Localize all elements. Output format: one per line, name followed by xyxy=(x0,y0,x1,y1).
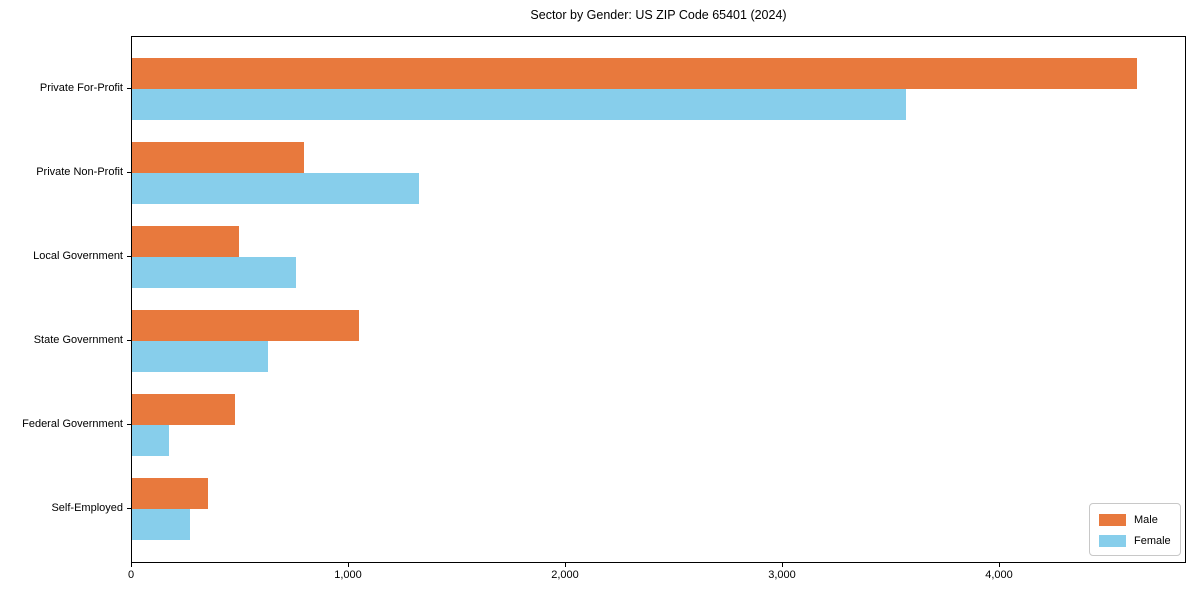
x-tick-label: 3,000 xyxy=(768,569,796,581)
bar-male-state-government xyxy=(132,310,359,341)
y-tick-mark xyxy=(127,424,131,425)
legend: Male Female xyxy=(1089,503,1181,556)
y-tick-label-self-employed: Self-Employed xyxy=(51,502,123,514)
x-tick-mark xyxy=(131,563,132,567)
x-tick-mark xyxy=(565,563,566,567)
legend-label-male: Male xyxy=(1134,513,1158,526)
y-tick-label-local-government: Local Government xyxy=(33,250,123,262)
legend-swatch-female xyxy=(1099,534,1126,547)
chart-title: Sector by Gender: US ZIP Code 65401 (202… xyxy=(530,8,787,22)
bar-female-local-government xyxy=(132,257,296,288)
bar-male-federal-government xyxy=(132,394,235,425)
bar-female-private-non-profit xyxy=(132,173,419,204)
x-tick-label: 2,000 xyxy=(551,569,579,581)
x-tick-mark xyxy=(999,563,1000,567)
y-tick-label-private-for-profit: Private For-Profit xyxy=(39,82,123,94)
y-tick-mark xyxy=(127,172,131,173)
bar-female-private-for-profit xyxy=(132,89,906,120)
y-tick-mark xyxy=(127,256,131,257)
bar-male-private-for-profit xyxy=(132,58,1137,89)
legend-item-female: Female xyxy=(1099,532,1171,549)
x-tick-label: 0 xyxy=(127,569,135,581)
bar-male-local-government xyxy=(132,226,239,257)
plot-area xyxy=(131,36,1186,563)
bar-female-federal-government xyxy=(132,425,169,456)
bar-female-self-employed xyxy=(132,509,190,540)
y-tick-mark xyxy=(127,508,131,509)
bar-male-private-non-profit xyxy=(132,142,304,173)
legend-item-male: Male xyxy=(1099,511,1171,528)
y-tick-label-state-government: State Government xyxy=(33,334,123,346)
x-tick-mark xyxy=(348,563,349,567)
legend-label-female: Female xyxy=(1134,534,1171,547)
bar-male-self-employed xyxy=(132,478,208,509)
y-tick-mark xyxy=(127,340,131,341)
x-tick-mark xyxy=(782,563,783,567)
legend-swatch-male xyxy=(1099,513,1126,526)
y-tick-label-federal-government: Federal Government xyxy=(22,418,123,430)
bar-female-state-government xyxy=(132,341,268,372)
x-tick-label: 4,000 xyxy=(985,569,1013,581)
y-tick-label-private-non-profit: Private Non-Profit xyxy=(36,166,123,178)
x-tick-label: 1,000 xyxy=(334,569,362,581)
y-tick-mark xyxy=(127,88,131,89)
